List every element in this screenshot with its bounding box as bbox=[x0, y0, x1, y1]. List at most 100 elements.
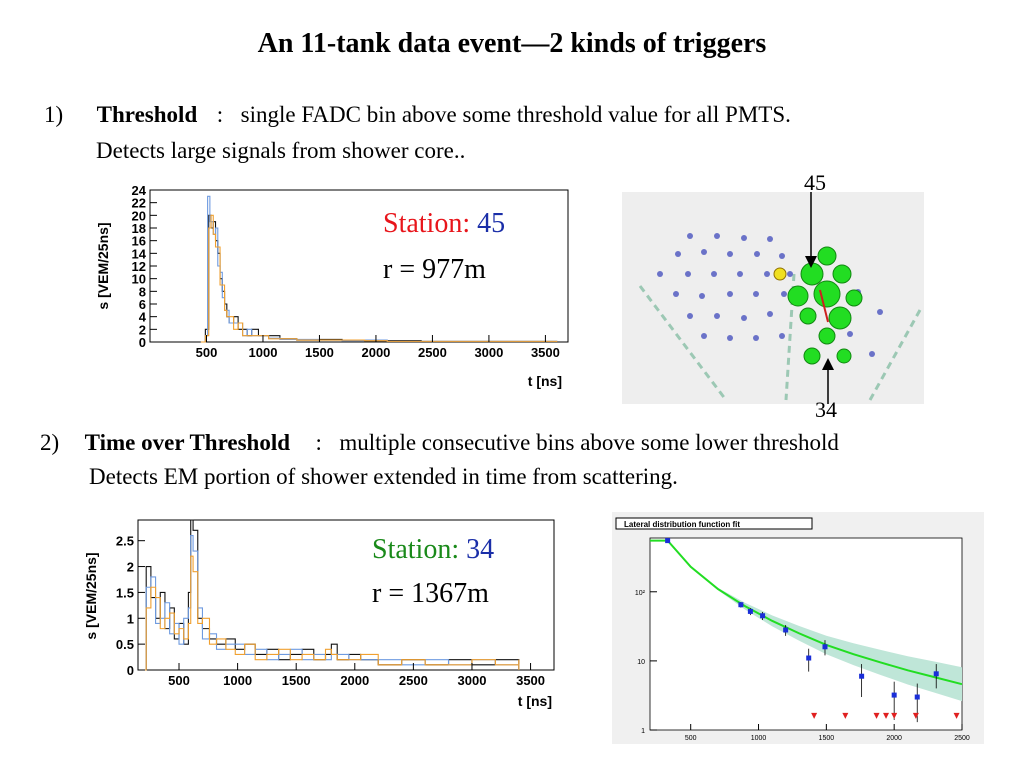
y-tick-label: 2 bbox=[127, 560, 134, 575]
station-dot bbox=[741, 235, 747, 241]
station-dot bbox=[741, 315, 747, 321]
triggered-station bbox=[800, 262, 824, 286]
y-axis-label: s [VEM/25ns] bbox=[95, 222, 111, 309]
ldf-title: Lateral distribution function fit bbox=[624, 520, 740, 529]
pointer-34-head bbox=[822, 358, 834, 370]
station-dot bbox=[701, 333, 707, 339]
triggered-station bbox=[818, 327, 836, 345]
y-tick-label: 2.5 bbox=[116, 534, 134, 549]
y-tick-label: 0 bbox=[139, 335, 146, 350]
x-tick-label: 3500 bbox=[531, 345, 560, 360]
station-dot bbox=[727, 291, 733, 297]
item2-sep: : bbox=[315, 430, 322, 455]
station-dot bbox=[753, 335, 759, 341]
station34-word: Station: bbox=[372, 534, 460, 565]
station-dot bbox=[727, 335, 733, 341]
array-map bbox=[622, 192, 924, 404]
station-dot bbox=[675, 251, 681, 257]
slide-title: An 11-tank data event—2 kinds of trigger… bbox=[257, 28, 767, 59]
ldf-fit-band bbox=[650, 540, 962, 702]
station-dot bbox=[701, 249, 707, 255]
ldf-title-box bbox=[615, 517, 813, 530]
triggered-station bbox=[813, 280, 841, 308]
map-boundary-right bbox=[868, 309, 922, 401]
station-dot bbox=[714, 313, 720, 319]
ldf-y-tick-label: 1 bbox=[641, 728, 645, 735]
station34-number: 34 bbox=[466, 534, 495, 565]
item2-text2: Detects EM portion of shower extended in… bbox=[89, 464, 678, 489]
x-tick-label: 1500 bbox=[305, 345, 334, 360]
item2-text: multiple consecutive bins above some low… bbox=[339, 430, 839, 455]
item1-line: 1) Threshold : single FADC bin above som… bbox=[44, 102, 791, 128]
station45-distance: r = 977m bbox=[383, 254, 486, 285]
ldf-data-point bbox=[760, 613, 766, 619]
station34-distance: r = 1367m bbox=[372, 578, 489, 609]
station34-label: Station: 34 bbox=[372, 534, 494, 566]
pointer-45-head bbox=[805, 256, 817, 268]
item1-number: 1) bbox=[44, 102, 64, 127]
triggered-station bbox=[787, 285, 809, 307]
ldf-x-tick-label: 500 bbox=[685, 735, 697, 742]
y-tick-label: 12 bbox=[132, 259, 146, 274]
y-tick-label: 1.5 bbox=[116, 585, 134, 600]
triggered-station bbox=[828, 306, 852, 330]
x-tick-label: 500 bbox=[196, 345, 218, 360]
ldf-upper-limit bbox=[891, 712, 898, 719]
ldf-y-tick-label: 10² bbox=[635, 590, 646, 597]
station-dot bbox=[687, 313, 693, 319]
station45-trace-chart: 500 1000 1500 2000 2500 3000 35000246810121416… bbox=[95, 186, 569, 389]
station-dot bbox=[685, 271, 691, 277]
x-axis-label: t [ns] bbox=[518, 693, 552, 709]
station-dot bbox=[767, 311, 773, 317]
plot-frame bbox=[137, 519, 555, 671]
triggered-station bbox=[803, 347, 821, 365]
ldf-upper-limit bbox=[811, 712, 818, 719]
ldf-upper-limit bbox=[912, 712, 919, 719]
ldf-upper-limit bbox=[873, 712, 880, 719]
y-tick-label: 14 bbox=[132, 246, 147, 261]
station-dot bbox=[687, 233, 693, 239]
station-dot bbox=[787, 271, 793, 277]
ldf-x-tick-label: 2500 bbox=[954, 735, 970, 742]
y-axis-label: s [VEM/25ns] bbox=[83, 552, 99, 639]
y-tick-label: 20 bbox=[132, 208, 146, 223]
x-tick-label: 3500 bbox=[516, 673, 545, 688]
x-tick-label: 3000 bbox=[474, 345, 503, 360]
y-tick-label: 2 bbox=[139, 322, 146, 337]
ldf-upper-limit bbox=[883, 712, 890, 719]
ldf-data-point bbox=[665, 538, 671, 544]
ldf-data-point bbox=[933, 671, 939, 677]
item1-text2: Detects large signals from shower core.. bbox=[96, 138, 466, 163]
y-tick-label: 16 bbox=[132, 234, 146, 249]
ldf-data-point bbox=[914, 694, 920, 700]
y-tick-label: 8 bbox=[139, 284, 146, 299]
map-label-45: 45 bbox=[804, 170, 826, 195]
x-tick-label: 2500 bbox=[418, 345, 447, 360]
station-dot bbox=[767, 236, 773, 242]
x-tick-label: 2500 bbox=[399, 673, 428, 688]
y-tick-label: 4 bbox=[139, 310, 147, 325]
station-dot bbox=[847, 331, 853, 337]
map-background bbox=[622, 192, 924, 404]
x-tick-label: 3000 bbox=[458, 673, 487, 688]
trace-series-1 bbox=[141, 534, 520, 671]
ldf-upper-limit bbox=[842, 712, 849, 719]
ldf-y-tick-label: 10 bbox=[637, 659, 645, 666]
station-dot bbox=[779, 333, 785, 339]
x-tick-label: 1000 bbox=[249, 345, 278, 360]
x-tick-label: 1000 bbox=[223, 673, 252, 688]
map-boundary-center bbox=[784, 273, 796, 401]
triggered-station bbox=[799, 307, 817, 325]
y-tick-label: 10 bbox=[132, 272, 146, 287]
station-dot bbox=[673, 291, 679, 297]
x-tick-label: 1500 bbox=[282, 673, 311, 688]
station-dot bbox=[779, 253, 785, 259]
station45-word: Station: bbox=[383, 208, 471, 239]
station-yellow bbox=[773, 267, 787, 281]
ldf-data-point bbox=[738, 602, 744, 608]
item2-line: 2) Time over Threshold : multiple consec… bbox=[40, 430, 839, 456]
shower-axis-arrow bbox=[819, 289, 829, 323]
item1-sep: : bbox=[216, 102, 224, 127]
triggered-station bbox=[836, 348, 852, 364]
plot-frame bbox=[149, 189, 569, 343]
